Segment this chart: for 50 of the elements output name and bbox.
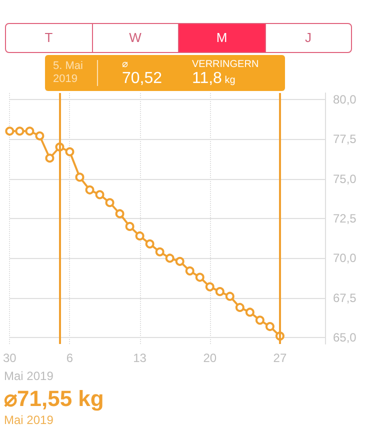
point xyxy=(245,308,254,317)
point xyxy=(115,209,124,218)
text: 5. Mai 2019 xyxy=(45,60,98,86)
x-tick-label: 6 xyxy=(66,351,74,365)
point xyxy=(45,154,54,163)
text: W xyxy=(92,24,178,52)
point xyxy=(175,256,184,266)
text: ⌀ xyxy=(122,58,129,70)
point xyxy=(255,316,264,325)
point xyxy=(125,222,134,231)
point xyxy=(155,247,164,256)
text: VERRINGERN xyxy=(192,58,259,70)
point xyxy=(235,302,244,312)
y-tick-label: 72,5 xyxy=(333,212,357,226)
x-tick-label: 20 xyxy=(203,351,217,365)
point xyxy=(15,126,24,136)
point xyxy=(185,266,194,276)
point xyxy=(85,185,94,194)
point xyxy=(25,126,34,136)
x-tick-label: 30 xyxy=(2,351,17,365)
point xyxy=(265,322,274,332)
x-tick-label: 27 xyxy=(273,351,287,365)
point xyxy=(145,239,154,248)
point xyxy=(215,287,224,296)
text: T xyxy=(44,29,54,47)
point xyxy=(165,254,174,263)
y-tick-label: 65,0 xyxy=(333,330,357,345)
text: J xyxy=(264,24,351,52)
point xyxy=(205,282,214,292)
point xyxy=(225,292,234,301)
y-tick-label: 77,5 xyxy=(333,132,357,146)
x-tick-label: 13 xyxy=(133,351,147,365)
point xyxy=(5,126,14,136)
point xyxy=(95,190,104,200)
y-tick-label: 80,0 xyxy=(333,92,357,106)
point xyxy=(195,272,204,282)
text: Mai 2019 xyxy=(4,413,54,427)
text: M xyxy=(178,24,264,52)
y-tick-label: 75,0 xyxy=(333,172,357,186)
point xyxy=(65,147,74,156)
text: ⌀71,55 kg xyxy=(4,386,104,412)
y-tick-label: 70,0 xyxy=(333,251,357,266)
text: 70,52 xyxy=(122,70,164,88)
point xyxy=(35,131,44,140)
point xyxy=(75,172,84,182)
text: 11,8 kg xyxy=(192,70,236,86)
point xyxy=(105,198,114,208)
point xyxy=(135,231,144,240)
text: Mai 2019 xyxy=(4,369,54,383)
y-tick-label: 67,5 xyxy=(333,290,357,305)
